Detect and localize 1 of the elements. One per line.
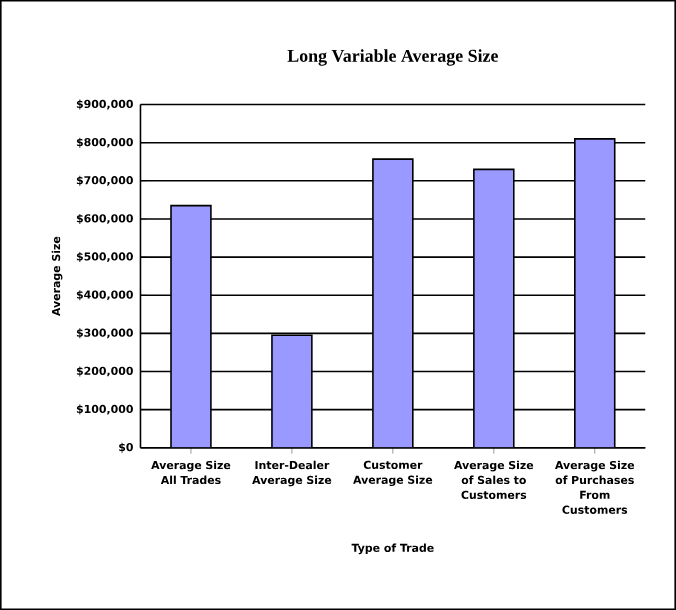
chart-title: Long Variable Average Size [287,49,498,66]
